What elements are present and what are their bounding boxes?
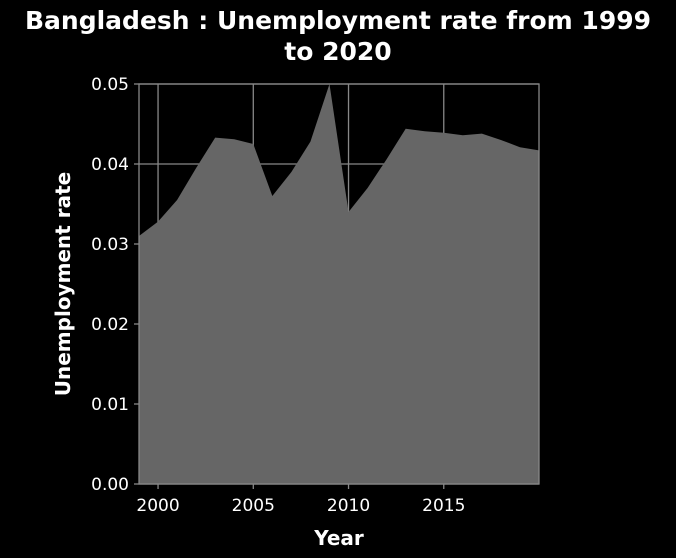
- y-tick-label: 0.03: [91, 235, 129, 255]
- y-tick-label: 0.05: [91, 75, 129, 95]
- x-tick-label: 2005: [232, 496, 275, 516]
- unemployment-area: [139, 84, 539, 484]
- x-axis-label: Year: [313, 526, 364, 550]
- y-tick-label: 0.02: [91, 315, 129, 335]
- x-tick-label: 2000: [136, 496, 179, 516]
- chart-title-line-2: to 2020: [284, 37, 391, 66]
- tick-labels: 2000 2005 2010 2015 0.00 0.01 0.02 0.03 0.04 0.05: [91, 75, 465, 516]
- chart-title-line-1: Bangladesh : Unemployment rate from 1999: [25, 6, 651, 35]
- y-tick-label: 0.04: [91, 155, 129, 175]
- y-axis-label: Unemployment rate: [51, 172, 75, 396]
- y-tick-label: 0.00: [91, 475, 129, 495]
- plot-border: [138, 83, 540, 485]
- x-tick-label: 2010: [327, 496, 370, 516]
- x-tick-label: 2015: [422, 496, 465, 516]
- y-tick-label: 0.01: [91, 395, 129, 415]
- plot-frame: [134, 83, 540, 489]
- data-area-layer: [139, 84, 539, 484]
